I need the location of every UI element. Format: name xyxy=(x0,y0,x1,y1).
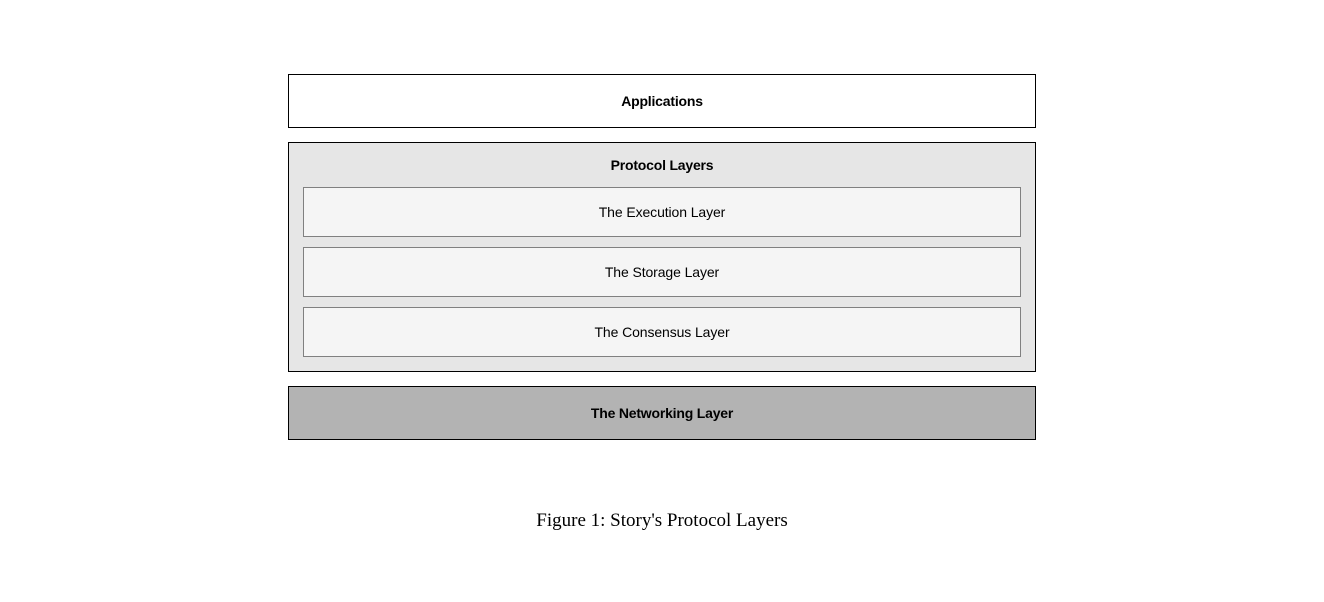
protocol-inner-stack: The Execution Layer The Storage Layer Th… xyxy=(303,187,1021,357)
layer-stack: Applications Protocol Layers The Executi… xyxy=(288,74,1036,440)
figure-caption: Figure 1: Story's Protocol Layers xyxy=(536,510,787,532)
protocol-layers-block: Protocol Layers The Execution Layer The … xyxy=(288,142,1036,372)
execution-layer-block: The Execution Layer xyxy=(303,187,1021,237)
networking-layer-block: The Networking Layer xyxy=(288,386,1036,440)
storage-layer-block: The Storage Layer xyxy=(303,247,1021,297)
consensus-layer-block: The Consensus Layer xyxy=(303,307,1021,357)
protocol-layers-title: Protocol Layers xyxy=(303,157,1021,173)
applications-block: Applications xyxy=(288,74,1036,128)
